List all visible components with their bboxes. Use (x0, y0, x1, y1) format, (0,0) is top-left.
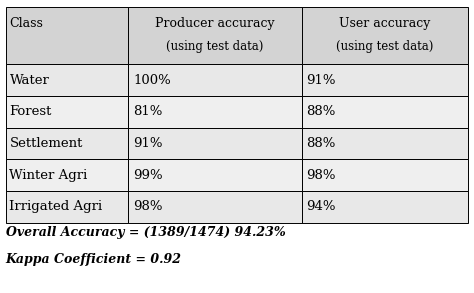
Text: 99%: 99% (133, 169, 163, 182)
Bar (302, 64, 468, 96)
Text: Winter Agri: Winter Agri (9, 169, 88, 182)
Text: (using test data): (using test data) (337, 40, 434, 53)
Text: Kappa Coefficient = 0.92: Kappa Coefficient = 0.92 (6, 253, 182, 265)
Text: Class: Class (9, 17, 43, 30)
Text: User accuracy: User accuracy (339, 17, 431, 30)
Text: Irrigated Agri: Irrigated Agri (9, 200, 102, 213)
Bar (128, 64, 302, 96)
Text: Producer accuracy: Producer accuracy (155, 17, 275, 30)
Text: 98%: 98% (133, 200, 163, 213)
Bar (302, 7, 468, 64)
Text: 88%: 88% (307, 105, 336, 118)
Text: 94%: 94% (307, 200, 336, 213)
Text: 81%: 81% (133, 105, 163, 118)
Text: Settlement: Settlement (9, 137, 83, 150)
Bar (6, 128, 128, 159)
Text: 91%: 91% (307, 74, 336, 87)
Bar (128, 7, 302, 64)
Bar (302, 128, 468, 159)
Bar (302, 96, 468, 128)
Bar (6, 64, 128, 96)
Text: (using test data): (using test data) (166, 40, 264, 53)
Text: 98%: 98% (307, 169, 336, 182)
Text: Forest: Forest (9, 105, 52, 118)
Bar (6, 96, 128, 128)
Text: 100%: 100% (133, 74, 171, 87)
Bar (302, 191, 468, 223)
Bar (128, 191, 302, 223)
Bar (128, 96, 302, 128)
Bar (128, 159, 302, 191)
Bar (128, 128, 302, 159)
Bar (6, 159, 128, 191)
Bar (6, 191, 128, 223)
Text: Water: Water (9, 74, 49, 87)
Bar (302, 159, 468, 191)
Text: Overall Accuracy = (1389/1474) 94.23%: Overall Accuracy = (1389/1474) 94.23% (6, 226, 285, 239)
Text: 91%: 91% (133, 137, 163, 150)
Text: 88%: 88% (307, 137, 336, 150)
Bar (6, 7, 128, 64)
